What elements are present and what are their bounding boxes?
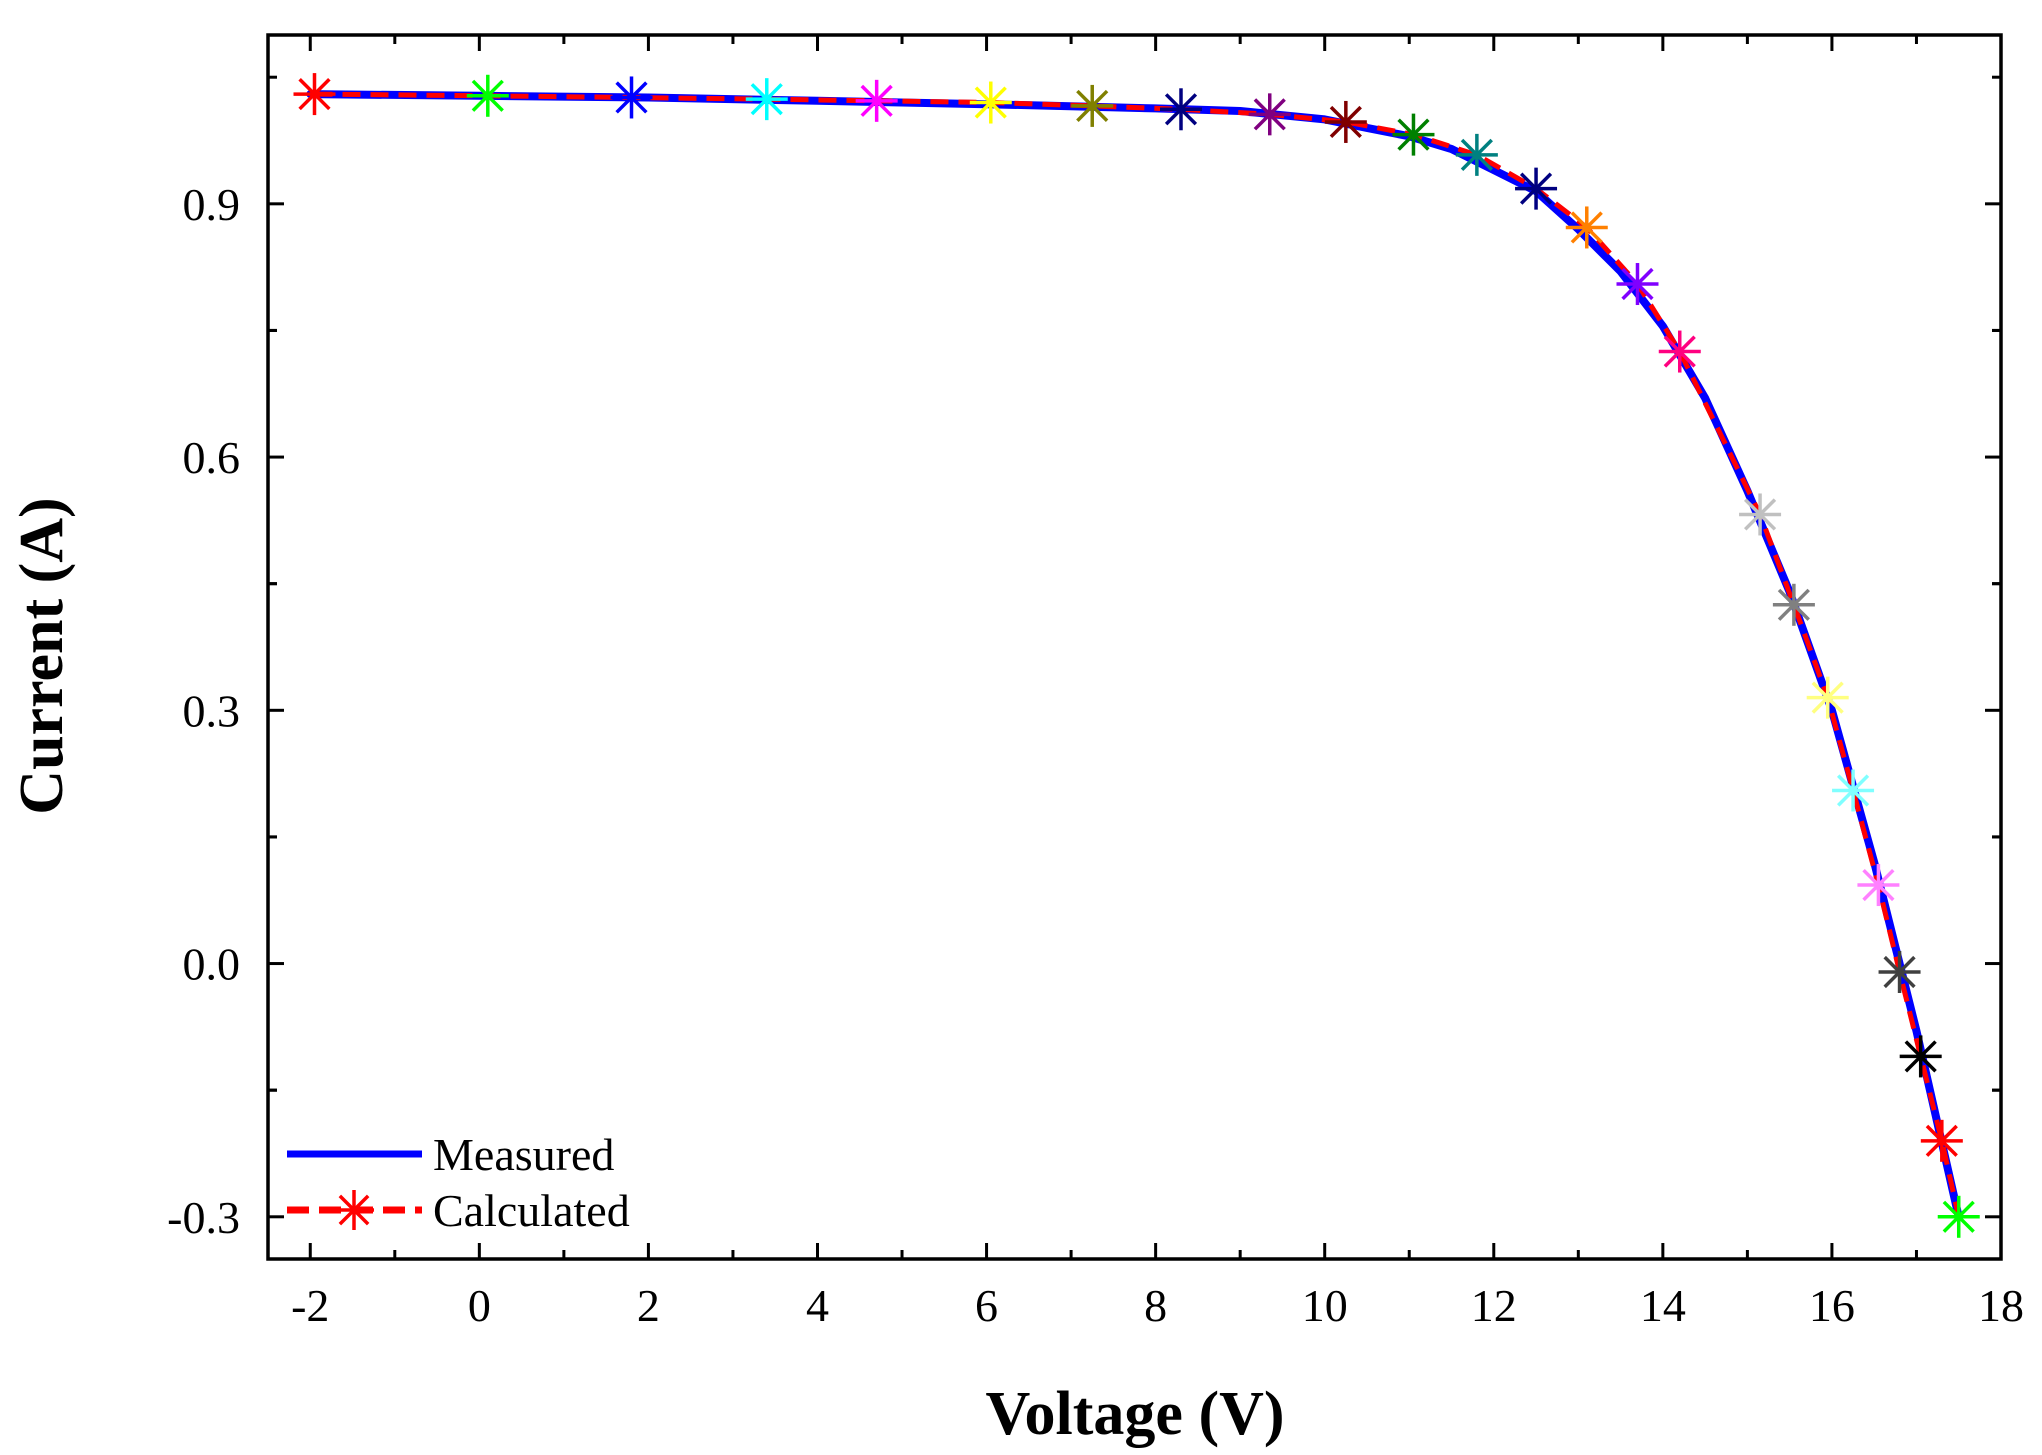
marker-stroke [1883, 955, 1916, 989]
calculated-point-marker [1616, 263, 1659, 306]
marker-stroke [471, 79, 504, 112]
marker-stroke [1777, 588, 1810, 621]
y-axis-title: Current (A) [8, 497, 76, 814]
y-tick-label: 0.9 [183, 179, 241, 230]
calculated-point-marker [1772, 583, 1815, 626]
calculated-point-marker [1899, 1035, 1942, 1078]
legend-measured-label: Measured [433, 1129, 614, 1180]
y-tick-label: 0.0 [183, 939, 241, 990]
y-tick-label: 0.3 [183, 685, 241, 736]
calculated-point-marker [969, 81, 1012, 124]
y-tick-label: 0.6 [183, 432, 241, 483]
series-measured-line [306, 90, 1963, 1221]
marker-stroke [750, 83, 783, 116]
marker-stroke [1570, 211, 1603, 244]
legend-calculated-marker [334, 1190, 374, 1230]
marker-stroke [1862, 868, 1895, 902]
marker-stroke [1925, 1124, 1958, 1157]
calculated-point-marker [1739, 493, 1782, 536]
x-tick-label: 16 [1809, 1280, 1855, 1331]
series-calculated-line [314, 91, 1962, 1218]
calculated-point-marker [1565, 206, 1608, 249]
x-tick-label: 18 [1978, 1280, 2024, 1331]
x-tick-label: 4 [806, 1280, 829, 1331]
calculated-point-marker [1071, 84, 1114, 127]
calculated-point-marker [1920, 1119, 1963, 1162]
marker-layer [293, 73, 1980, 1238]
calculated-point-marker [610, 76, 653, 119]
calculated-point-marker [1832, 769, 1875, 812]
marker-stroke [615, 81, 648, 114]
legend-marker-asterisk [334, 1190, 374, 1230]
marker-stroke [1663, 335, 1696, 368]
calculated-point-marker [1392, 113, 1435, 156]
marker-stroke [1519, 172, 1553, 205]
calculated-point-marker [1937, 1195, 1980, 1238]
marker-stroke [1253, 98, 1286, 131]
calculated-point-marker [1248, 93, 1291, 136]
calculated-point-marker [1857, 864, 1900, 907]
calculated-point-marker [855, 79, 898, 122]
marker-stroke [1942, 1200, 1975, 1233]
legend: Measured Calculated [287, 1129, 630, 1236]
marker-stroke [1743, 498, 1777, 531]
marker-stroke [1621, 267, 1654, 301]
x-axis-title: Voltage (V) [985, 1380, 1284, 1448]
marker-stroke [1397, 118, 1430, 151]
marker-stroke [1329, 105, 1362, 139]
marker-stroke [1836, 774, 1870, 807]
x-tick-label: 12 [1471, 1280, 1517, 1331]
marker-stroke [974, 86, 1007, 119]
x-tick-label: 0 [468, 1280, 491, 1331]
marker-stroke [1164, 93, 1198, 126]
calculated-point-marker [1455, 133, 1498, 176]
marker-stroke [298, 78, 331, 111]
calculated-point-marker [466, 74, 509, 117]
x-tick-label: 10 [1302, 1280, 1348, 1331]
marker-stroke [338, 1194, 370, 1226]
calculated-point-marker [1515, 167, 1558, 210]
x-tick-label: 6 [975, 1280, 998, 1331]
series-layer [306, 90, 1963, 1221]
calculated-point-marker [1324, 100, 1367, 143]
axis-ticks [268, 35, 2003, 1259]
calculated-point-marker [1159, 88, 1202, 131]
calculated-point-marker [1658, 330, 1701, 373]
axis-tick-labels: -2 0 2 4 6 8 10 12 14 16 18 -0.3 0.0 0.3 0.6 0.9 [167, 179, 2024, 1331]
marker-stroke [1811, 681, 1844, 714]
marker-stroke [1460, 138, 1493, 171]
marker-stroke [1904, 1040, 1937, 1073]
marker-stroke [1076, 89, 1109, 122]
calculated-point-marker [1806, 676, 1849, 719]
x-tick-label: 2 [637, 1280, 660, 1331]
calculated-point-marker [745, 78, 788, 121]
plot-frame [266, 33, 2003, 1261]
x-tick-label: 14 [1640, 1280, 1686, 1331]
y-tick-label: -0.3 [167, 1192, 240, 1243]
calculated-point-marker [1878, 950, 1921, 993]
marker-stroke [860, 84, 893, 117]
x-tick-label: -2 [291, 1280, 329, 1331]
x-tick-label: 8 [1144, 1280, 1167, 1331]
legend-calculated-label: Calculated [433, 1185, 630, 1236]
calculated-point-marker [293, 73, 336, 116]
